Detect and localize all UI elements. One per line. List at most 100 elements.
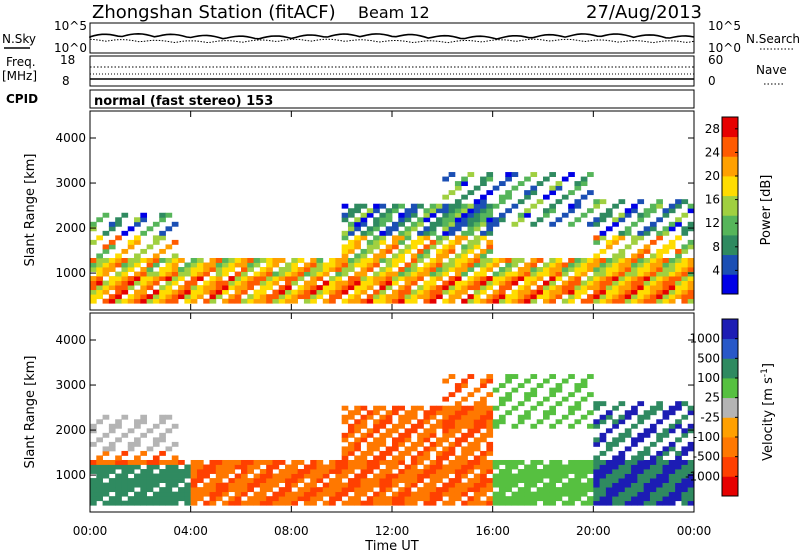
power-cell (687, 276, 695, 281)
power-cell (681, 244, 689, 250)
power-cell (209, 257, 217, 263)
power-cell (417, 289, 424, 295)
power-cell (668, 285, 676, 291)
freq-tick-high: 18 (60, 53, 75, 67)
power-cell (442, 280, 450, 286)
power-cell (668, 294, 676, 300)
power-cell (121, 276, 129, 281)
power-cell (599, 248, 607, 254)
power-cell (656, 235, 663, 241)
velocity-cell (517, 500, 525, 506)
power-cell (530, 172, 538, 177)
velocity-cell (404, 464, 412, 470)
velocity-cell (436, 478, 443, 483)
velocity-cell (127, 478, 135, 483)
power-cell (668, 208, 676, 214)
velocity-cell (121, 464, 129, 470)
power-cell (442, 226, 450, 232)
power-ylabel: Slant Range [km] (23, 154, 38, 267)
power-cell (222, 257, 229, 263)
power-cell (492, 280, 500, 286)
velocity-cell (140, 432, 148, 438)
velocity-cell (555, 478, 563, 483)
velocity-cell (436, 410, 443, 416)
velocity-cell (354, 473, 361, 479)
velocity-cell (335, 464, 343, 470)
velocity-cell (392, 496, 399, 502)
velocity-cell (511, 405, 519, 411)
velocity-colorbar-swatch (722, 338, 738, 359)
power-cell (448, 239, 456, 245)
velocity-cell (259, 482, 267, 488)
velocity-cell (656, 496, 663, 502)
velocity-cell (354, 491, 361, 497)
power-cell (347, 226, 355, 232)
power-cell (605, 285, 613, 291)
power-cell (649, 257, 657, 263)
power-cell (373, 208, 380, 214)
velocity-cell (347, 464, 355, 470)
velocity-cell (580, 473, 588, 479)
power-cell (291, 280, 299, 286)
power-cell (360, 248, 368, 254)
power-cell (392, 298, 399, 304)
power-cell (423, 253, 431, 259)
velocity-cell (580, 459, 588, 465)
velocity-cell (543, 464, 550, 470)
power-colorbar-tick-label: 12 (705, 216, 720, 230)
power-cell (322, 267, 330, 272)
velocity-cell (379, 478, 387, 483)
velocity-cell (196, 491, 204, 497)
velocity-cell (171, 478, 179, 483)
power-cell (637, 267, 645, 272)
power-cell (398, 289, 405, 295)
velocity-cell (524, 464, 531, 470)
power-cell (599, 280, 607, 286)
velocity-cell (404, 496, 412, 502)
velocity-cell (379, 491, 387, 497)
velocity-cell (492, 478, 500, 483)
velocity-cell (417, 487, 424, 493)
velocity-cell (115, 419, 122, 425)
velocity-cell (649, 441, 657, 447)
power-cell (159, 248, 166, 254)
power-colorbar-tick-label: 16 (705, 193, 720, 207)
power-cell (266, 298, 273, 304)
power-cell (436, 276, 443, 281)
velocity-cell (341, 500, 349, 506)
velocity-cell (108, 459, 116, 465)
velocity-cell (580, 383, 588, 389)
velocity-cell (480, 491, 487, 497)
power-cell (631, 253, 638, 259)
velocity-cell (454, 496, 462, 502)
power-colorbar-tick-label: 8 (712, 240, 720, 254)
nsearch-label: N.Search (746, 32, 800, 46)
power-cell (392, 221, 399, 227)
power-cell (417, 230, 424, 236)
power-cell (599, 271, 607, 277)
velocity-cell (354, 487, 361, 493)
velocity-cell (140, 414, 148, 420)
power-cell (480, 199, 487, 205)
power-cell (335, 262, 343, 268)
power-cell (536, 276, 544, 281)
velocity-cell (266, 500, 273, 506)
power-cell (461, 280, 468, 286)
velocity-cell (159, 473, 166, 479)
power-cell (454, 289, 462, 295)
power-cell (681, 226, 689, 232)
power-cell (555, 217, 563, 223)
velocity-cell (297, 487, 305, 493)
power-cell (354, 217, 361, 223)
velocity-cell (612, 482, 619, 488)
velocity-cell (115, 496, 122, 502)
power-cell (656, 203, 663, 209)
power-cell (203, 285, 210, 291)
velocity-cell (461, 423, 468, 429)
power-cell (467, 294, 475, 300)
power-cell (102, 244, 110, 250)
power-cell (668, 276, 676, 281)
power-cell (543, 294, 550, 300)
power-cell (649, 208, 657, 214)
velocity-cell (656, 432, 663, 438)
